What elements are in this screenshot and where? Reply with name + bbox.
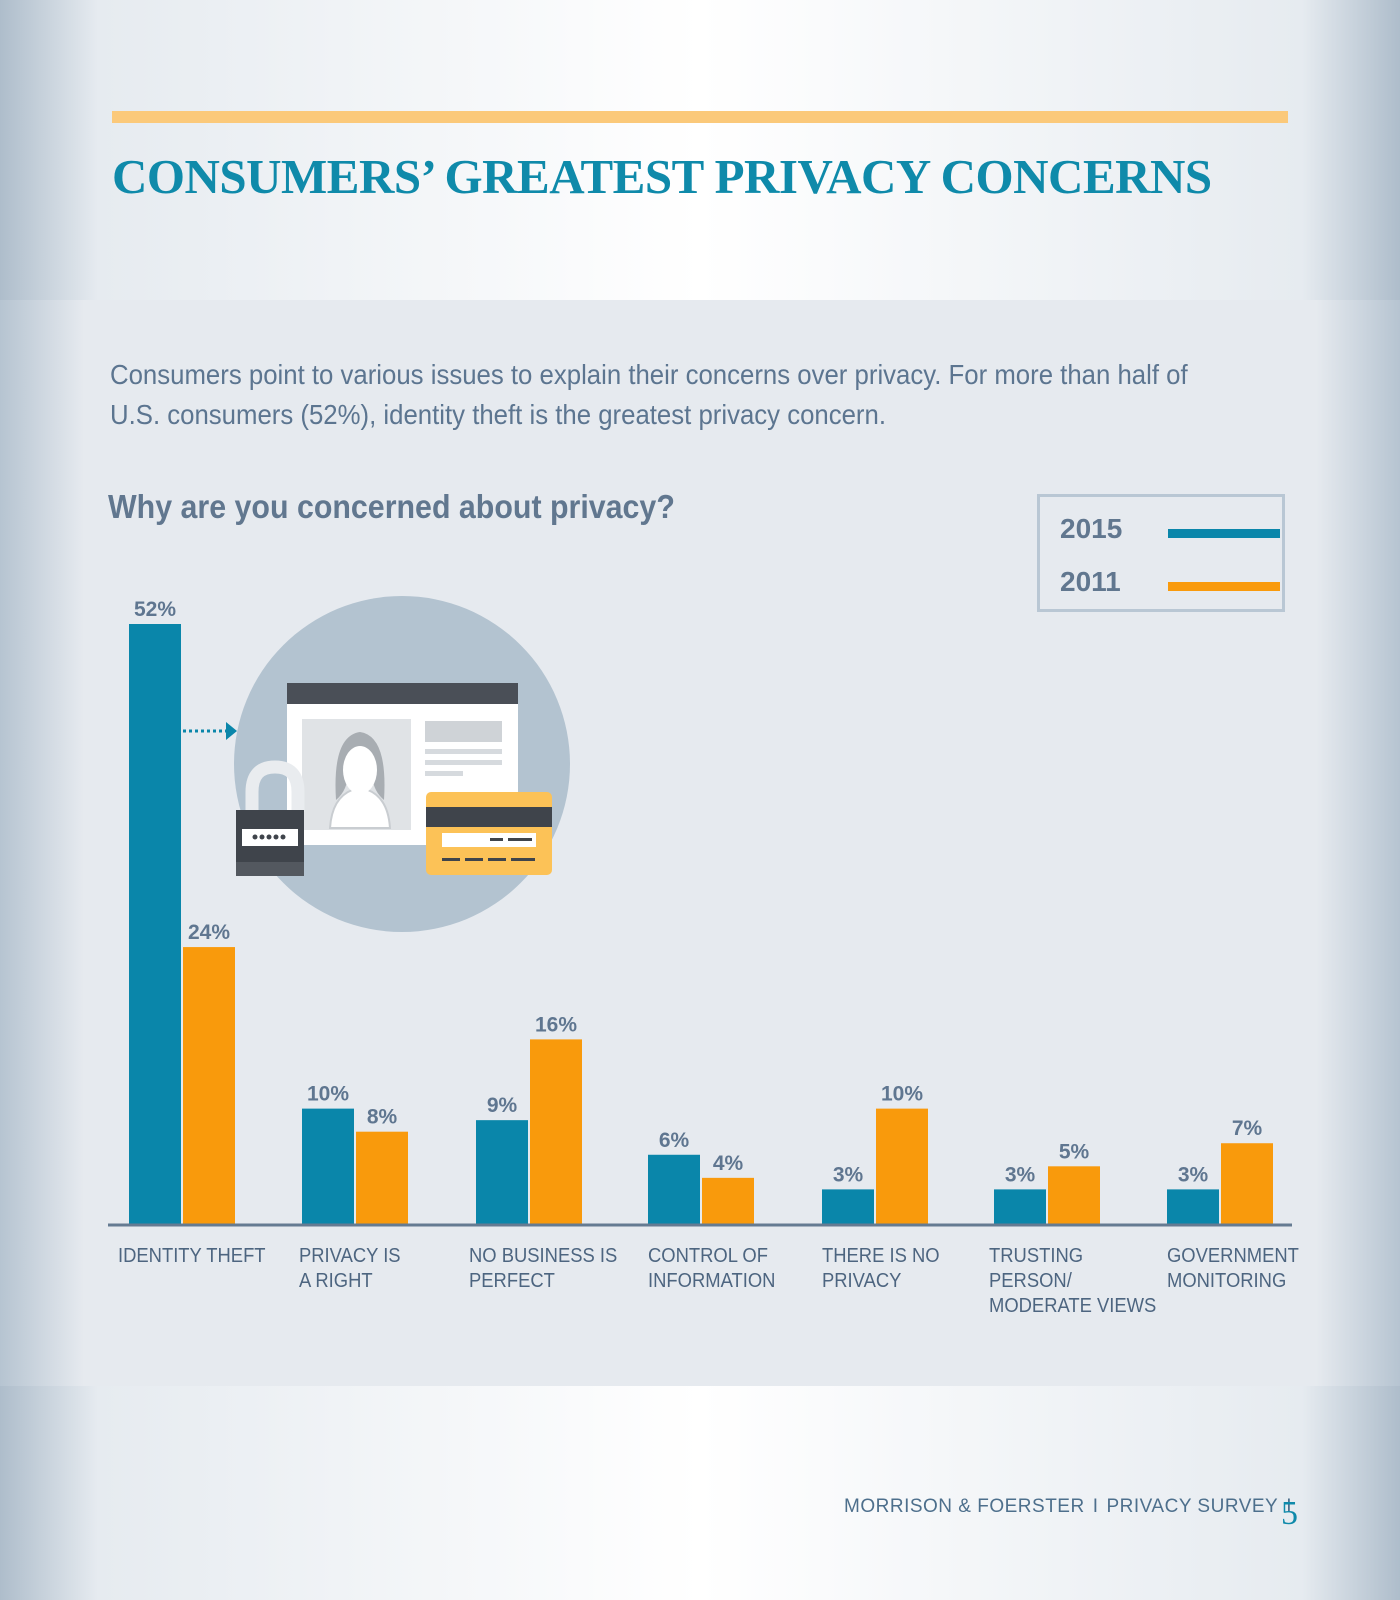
- credit-card-icon: [426, 792, 552, 875]
- bar-value-label: 3%: [1005, 1163, 1036, 1186]
- id-card-icon: [287, 683, 518, 845]
- bar-value-label: 10%: [307, 1083, 349, 1106]
- footer-separator: I: [1286, 1496, 1292, 1517]
- category-label: IDENTITY THEFT: [118, 1245, 266, 1267]
- category-label: PRIVACY IS A RIGHT: [299, 1245, 401, 1292]
- pointer-arrow-icon: [183, 722, 237, 740]
- footer-separator: I: [1092, 1496, 1099, 1517]
- category-label: CONTROL OF INFORMATION: [648, 1245, 776, 1292]
- legend-label-2015: 2015: [1060, 513, 1123, 544]
- bar-value-label: 6%: [659, 1129, 690, 1152]
- bar-value-label: 16%: [535, 1013, 577, 1036]
- bar-value-label: 10%: [881, 1083, 923, 1106]
- chart-legend: 2015 2011: [1037, 494, 1285, 612]
- bar-value-label: 8%: [367, 1106, 398, 1129]
- padlock-icon: [236, 760, 305, 876]
- bar-2011-3: [530, 1039, 582, 1224]
- page-title: CONSUMERS’ GREATEST PRIVACY CONCERNS: [112, 149, 1212, 204]
- bar-2015-6: [994, 1189, 1046, 1224]
- legend-item-2015: 2015: [1060, 509, 1280, 549]
- bar-2015-1: [129, 624, 181, 1224]
- bar-2011-7: [1221, 1143, 1273, 1224]
- legend-label-2011: 2011: [1060, 566, 1121, 597]
- footer-survey: PRIVACY SURVEY: [1106, 1496, 1279, 1517]
- bar-value-label: 52%: [134, 598, 176, 621]
- bar-2011-6: [1048, 1166, 1100, 1224]
- bar-value-label: 24%: [188, 921, 230, 944]
- bar-value-label: 7%: [1232, 1117, 1263, 1140]
- chart-question: Why are you concerned about privacy?: [108, 488, 675, 525]
- footer: MORRISON & FOERSTER I PRIVACY SURVEY I: [844, 1496, 1300, 1518]
- category-label: TRUSTING PERSON/ MODERATE VIEWS: [989, 1245, 1157, 1317]
- bar-value-label: 3%: [833, 1163, 864, 1186]
- bar-value-label: 4%: [713, 1152, 744, 1175]
- legend-swatch-2011: [1168, 582, 1280, 591]
- bar-2015-5: [822, 1189, 874, 1224]
- bar-value-label: 9%: [487, 1094, 518, 1117]
- category-label: THERE IS NO PRIVACY: [822, 1245, 940, 1292]
- legend-item-2011: 2011: [1060, 562, 1280, 602]
- category-label: GOVERNMENT MONITORING: [1167, 1245, 1299, 1292]
- bar-2011-2: [356, 1131, 408, 1224]
- bar-2011-4: [702, 1177, 754, 1224]
- top-rule: [112, 111, 1288, 123]
- bar-2011-1: [183, 947, 235, 1224]
- category-label: NO BUSINESS IS PERFECT: [469, 1245, 618, 1292]
- footer-company: MORRISON & FOERSTER: [844, 1496, 1085, 1517]
- intro-paragraph: Consumers point to various issues to exp…: [110, 359, 1188, 430]
- bar-2011-5: [876, 1108, 928, 1224]
- bar-value-label: 5%: [1059, 1140, 1090, 1163]
- identity-theft-illustration: [183, 596, 570, 932]
- bar-value-label: 3%: [1178, 1163, 1209, 1186]
- bar-2015-7: [1167, 1189, 1219, 1224]
- bar-2015-4: [648, 1154, 700, 1224]
- page-number: 5: [1281, 1495, 1298, 1532]
- bars-layer: 52% 24% 10% 8% 9% 16% 6% 4% 3% 10% 3% 5% 3% 7%: [129, 598, 1273, 1224]
- legend-swatch-2015: [1168, 529, 1280, 538]
- bar-2015-2: [302, 1108, 354, 1224]
- bar-2015-3: [476, 1120, 528, 1224]
